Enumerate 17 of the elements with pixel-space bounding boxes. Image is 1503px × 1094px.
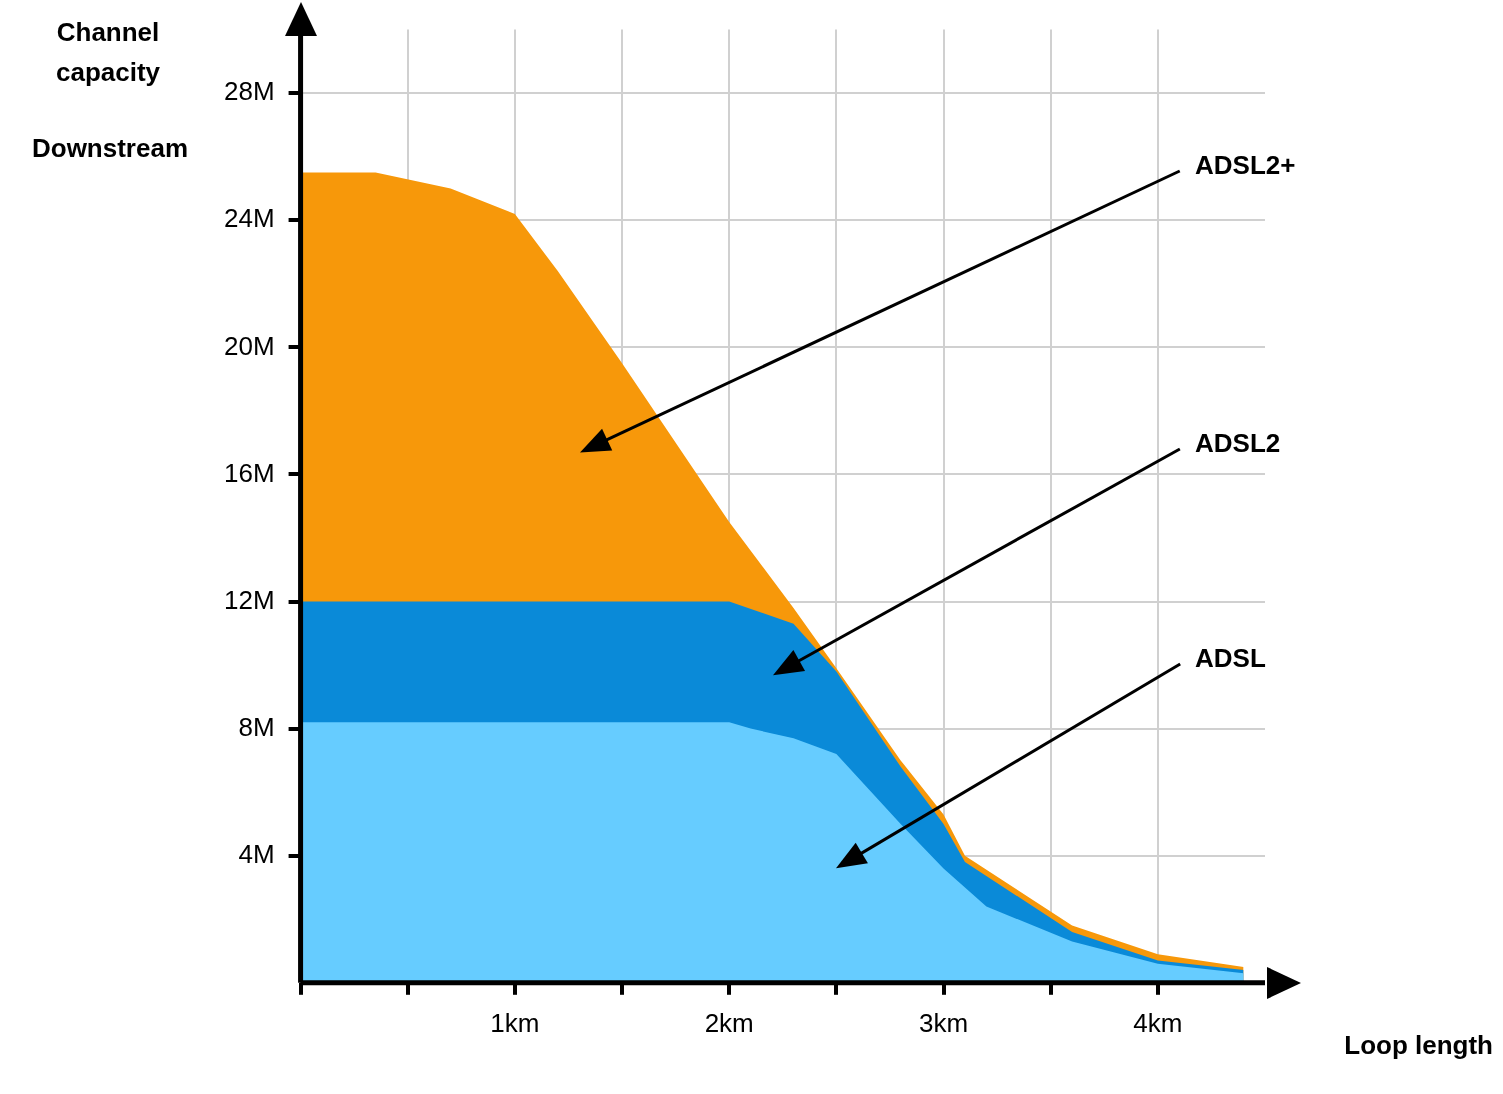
x-tick-label: 4km [1133,1007,1183,1038]
text: ADSL2+ [1195,150,1296,181]
y-axis-title: Channel capacity [55,17,161,88]
y-tick-label: 12M [224,584,275,615]
x-tick-label: 1km [490,1007,540,1038]
x-tick-label: 3km [918,1007,969,1038]
x-tick-label: 2km [704,1007,754,1038]
text: ADSL2 [1195,428,1281,459]
text: ADSL [1195,643,1266,674]
x-axis-title: Loop length [1344,1029,1493,1060]
y-tick-label: 28M [224,76,275,107]
text: Downstream [31,133,189,164]
y-tick-label: 16M [224,457,275,488]
y-tick-label: 24M [224,203,275,234]
y-tick-label: 4M [238,838,275,869]
y-tick-label: 8M [238,711,275,742]
y-tick-label: 20M [224,330,275,361]
